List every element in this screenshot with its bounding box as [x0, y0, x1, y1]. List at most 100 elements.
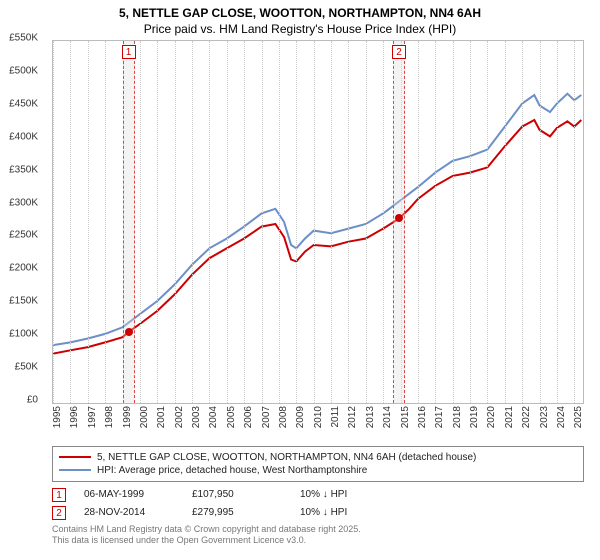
x-tick-label: 2007: [261, 406, 272, 428]
gridline: [279, 41, 280, 403]
chart-container: 5, NETTLE GAP CLOSE, WOOTTON, NORTHAMPTO…: [0, 0, 600, 560]
gridline: [105, 41, 106, 403]
x-tick-label: 2006: [243, 406, 254, 428]
gridline: [88, 41, 89, 403]
sale-delta: 10% ↓ HPI: [300, 507, 390, 518]
footnote-line: This data is licensed under the Open Gov…: [52, 535, 584, 546]
x-tick-label: 2014: [382, 406, 393, 428]
x-tick-label: 2012: [347, 406, 358, 428]
sales-table: 1 06-MAY-1999 £107,950 10% ↓ HPI 2 28-NO…: [52, 486, 584, 522]
x-tick-label: 2022: [521, 406, 532, 428]
gridline: [314, 41, 315, 403]
sale-delta: 10% ↓ HPI: [300, 489, 390, 500]
chart-title-line2: Price paid vs. HM Land Registry's House …: [8, 22, 592, 36]
x-tick-label: 2002: [174, 406, 185, 428]
legend: 5, NETTLE GAP CLOSE, WOOTTON, NORTHAMPTO…: [52, 446, 584, 482]
x-tick-label: 2015: [400, 406, 411, 428]
gridline: [157, 41, 158, 403]
x-tick-label: 2023: [539, 406, 550, 428]
footnote: Contains HM Land Registry data © Crown c…: [52, 524, 584, 547]
x-tick-label: 2013: [365, 406, 376, 428]
x-tick-label: 2001: [156, 406, 167, 428]
gridline: [505, 41, 506, 403]
sale-marker-dot: [395, 214, 403, 222]
x-tick-label: 2020: [486, 406, 497, 428]
chart-title-line1: 5, NETTLE GAP CLOSE, WOOTTON, NORTHAMPTO…: [8, 6, 592, 22]
gridline: [296, 41, 297, 403]
x-tick-label: 1996: [69, 406, 80, 428]
x-tick-label: 2016: [417, 406, 428, 428]
gridline: [470, 41, 471, 403]
x-tick-label: 2024: [556, 406, 567, 428]
y-tick-label: £50K: [15, 362, 38, 373]
y-tick-label: £550K: [9, 33, 38, 44]
sale-tag: 2: [52, 506, 66, 520]
sale-marker-tag: 2: [392, 45, 406, 59]
sale-row: 1 06-MAY-1999 £107,950 10% ↓ HPI: [52, 486, 584, 504]
sale-row: 2 28-NOV-2014 £279,995 10% ↓ HPI: [52, 504, 584, 522]
gridline: [192, 41, 193, 403]
x-tick-label: 2017: [434, 406, 445, 428]
gridline: [140, 41, 141, 403]
y-axis: £0£50K£100K£150K£200K£250K£300K£350K£400…: [0, 38, 42, 402]
y-tick-label: £200K: [9, 263, 38, 274]
sale-marker-tag: 1: [122, 45, 136, 59]
x-tick-label: 2000: [139, 406, 150, 428]
sale-marker-dot: [125, 328, 133, 336]
x-tick-label: 2003: [191, 406, 202, 428]
y-tick-label: £450K: [9, 98, 38, 109]
y-tick-label: £500K: [9, 65, 38, 76]
footnote-line: Contains HM Land Registry data © Crown c…: [52, 524, 584, 535]
y-tick-label: £100K: [9, 329, 38, 340]
y-tick-label: £300K: [9, 197, 38, 208]
gridline: [540, 41, 541, 403]
gridline: [227, 41, 228, 403]
gridline: [209, 41, 210, 403]
gridline: [70, 41, 71, 403]
gridline: [574, 41, 575, 403]
legend-item: 5, NETTLE GAP CLOSE, WOOTTON, NORTHAMPTO…: [59, 451, 577, 464]
x-tick-label: 1998: [104, 406, 115, 428]
x-tick-label: 2005: [226, 406, 237, 428]
sale-date: 06-MAY-1999: [84, 489, 174, 500]
sale-band: [123, 41, 135, 403]
sale-date: 28-NOV-2014: [84, 507, 174, 518]
x-tick-label: 1995: [52, 406, 63, 428]
x-tick-label: 2019: [469, 406, 480, 428]
gridline: [262, 41, 263, 403]
legend-item: HPI: Average price, detached house, West…: [59, 464, 577, 477]
gridline: [487, 41, 488, 403]
legend-swatch: [59, 456, 91, 458]
legend-label: HPI: Average price, detached house, West…: [97, 465, 367, 476]
y-tick-label: £250K: [9, 230, 38, 241]
x-tick-label: 1999: [122, 406, 133, 428]
gridline: [366, 41, 367, 403]
gridline: [418, 41, 419, 403]
sale-tag: 1: [52, 488, 66, 502]
y-tick-label: £400K: [9, 131, 38, 142]
x-tick-label: 2008: [278, 406, 289, 428]
gridline: [348, 41, 349, 403]
y-tick-label: £0: [27, 395, 38, 406]
sale-price: £107,950: [192, 489, 282, 500]
gridline: [244, 41, 245, 403]
x-tick-label: 2018: [452, 406, 463, 428]
gridline: [383, 41, 384, 403]
y-tick-label: £350K: [9, 164, 38, 175]
plot-area: 12: [52, 40, 584, 404]
gridline: [175, 41, 176, 403]
y-tick-label: £150K: [9, 296, 38, 307]
x-tick-label: 2009: [295, 406, 306, 428]
x-tick-label: 2025: [573, 406, 584, 428]
x-tick-label: 2011: [330, 406, 341, 428]
gridline: [435, 41, 436, 403]
legend-label: 5, NETTLE GAP CLOSE, WOOTTON, NORTHAMPTO…: [97, 452, 476, 463]
sale-price: £279,995: [192, 507, 282, 518]
x-tick-label: 2010: [313, 406, 324, 428]
legend-swatch: [59, 469, 91, 471]
gridline: [522, 41, 523, 403]
x-tick-label: 2004: [208, 406, 219, 428]
x-tick-label: 1997: [87, 406, 98, 428]
gridline: [453, 41, 454, 403]
gridline: [53, 41, 54, 403]
